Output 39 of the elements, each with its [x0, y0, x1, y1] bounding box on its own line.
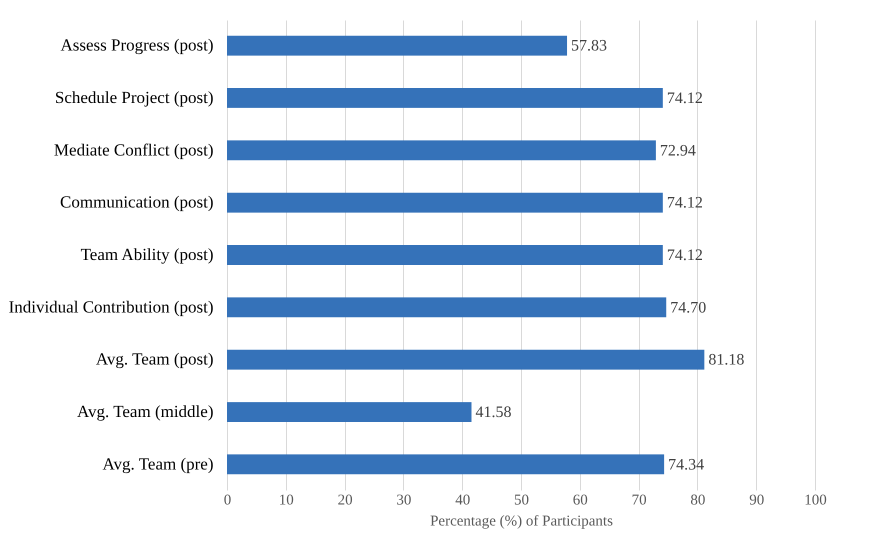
bar: [227, 140, 656, 160]
bar: [227, 192, 663, 213]
data-label: 74.34: [668, 456, 704, 474]
bar: [227, 454, 664, 474]
y-tick-label: Schedule Project (post): [54, 88, 214, 107]
y-tick-label: Avg. Team (middle): [76, 402, 214, 422]
x-tick-label: 80: [690, 492, 706, 508]
y-tick-label: Individual Contribution (post): [8, 297, 214, 316]
x-tick-label: 50: [514, 492, 529, 508]
x-tick-label: 90: [749, 492, 764, 508]
y-tick-label: Team Ability (post): [80, 245, 214, 264]
bar: [227, 402, 472, 422]
y-tick-label: Avg. Team (post): [96, 350, 214, 369]
x-tick-label: 10: [278, 492, 294, 508]
y-tick-label: Mediate Conflict (post): [54, 140, 214, 160]
x-tick-label: 30: [396, 492, 412, 508]
x-tick-label: 40: [455, 492, 470, 508]
x-tick-label: 60: [572, 492, 588, 508]
bar: [227, 36, 568, 56]
data-label: 72.94: [660, 142, 696, 160]
y-tick-label: Avg. Team (pre): [102, 454, 214, 474]
data-label: 81.18: [708, 352, 744, 369]
y-tick-label: Communication (post): [60, 192, 214, 212]
x-tick-label: 20: [338, 492, 353, 508]
x-tick-label: 0: [224, 492, 232, 508]
x-axis-title: Percentage (%) of Participants: [430, 514, 614, 530]
bar: [227, 245, 663, 265]
bar: [227, 350, 704, 370]
x-tick-label: 70: [632, 492, 647, 508]
x-tick-label: 100: [804, 492, 827, 508]
bar: [227, 297, 666, 318]
data-label: 74.70: [670, 299, 706, 316]
y-tick-label: Assess Progress (post): [60, 36, 214, 55]
data-label: 57.83: [571, 38, 608, 55]
data-label: 74.12: [666, 90, 703, 107]
data-label: 74.12: [666, 194, 703, 212]
bar: [227, 88, 663, 108]
data-label: 41.58: [475, 404, 512, 422]
data-label: 74.12: [666, 247, 703, 264]
